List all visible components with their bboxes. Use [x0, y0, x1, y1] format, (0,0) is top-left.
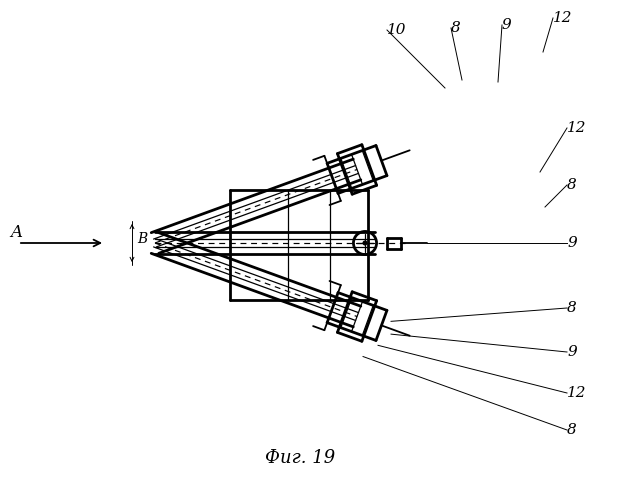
Text: Фиг. 19: Фиг. 19: [265, 449, 335, 467]
Circle shape: [363, 240, 368, 246]
Text: 12: 12: [567, 121, 586, 135]
Text: 12: 12: [567, 386, 586, 400]
Text: A: A: [10, 224, 22, 241]
Text: 9: 9: [502, 18, 512, 32]
Text: 8: 8: [567, 423, 577, 437]
Text: 9: 9: [567, 345, 577, 359]
Text: 10: 10: [387, 23, 407, 37]
Text: 12: 12: [553, 11, 572, 25]
Text: 8: 8: [451, 21, 461, 35]
Text: 8: 8: [567, 178, 577, 192]
Text: B: B: [137, 232, 147, 246]
Text: 9: 9: [567, 236, 577, 250]
Text: 8: 8: [567, 301, 577, 315]
